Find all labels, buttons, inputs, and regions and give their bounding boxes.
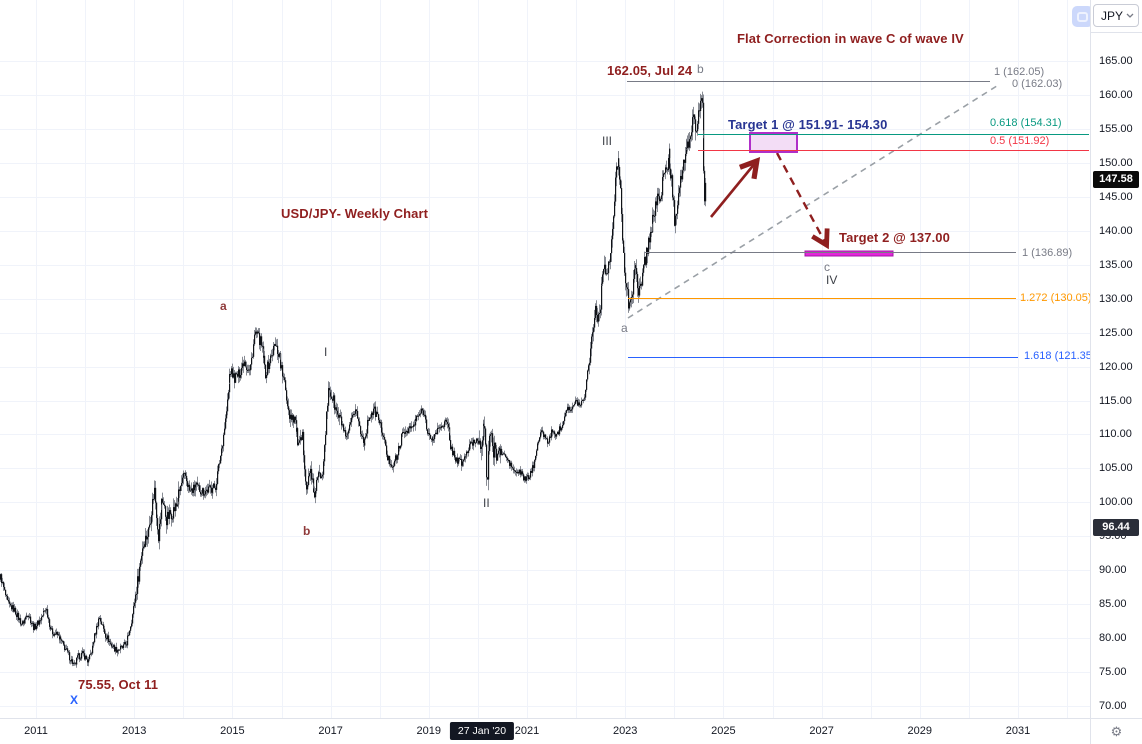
- wave-label[interactable]: a: [621, 321, 628, 335]
- fib-level-label: 1.272 (130.05): [1020, 292, 1092, 304]
- pair-label[interactable]: USD/JPY- Weekly Chart: [281, 206, 429, 221]
- currency-selector[interactable]: JPY: [1092, 4, 1139, 27]
- price-tick-label: 130.00: [1099, 292, 1133, 305]
- time-tick-label: 2015: [220, 725, 245, 737]
- wave-label[interactable]: c: [824, 260, 830, 274]
- fib-level-line[interactable]: [698, 133, 1089, 135]
- currency-label: JPY: [1100, 8, 1123, 23]
- price-tick-label: 80.00: [1099, 632, 1127, 645]
- price-tick-label: 110.00: [1099, 428, 1132, 441]
- target1-label[interactable]: Target 1 @ 151.91- 154.30: [728, 117, 888, 132]
- fib-level-label: 0 (162.03): [1012, 78, 1063, 90]
- price-tick-label: 135.00: [1099, 258, 1133, 271]
- secondary-price-badge: 96.44: [1093, 518, 1139, 536]
- title[interactable]: Flat Correction in wave C of wave IV: [737, 31, 964, 46]
- price-tick-label: 90.00: [1099, 564, 1127, 577]
- fib-level-line[interactable]: [627, 81, 990, 83]
- date-badge: 27 Jan '20: [449, 722, 515, 740]
- fib-level-label: 1.618 (121.35): [1024, 350, 1096, 362]
- time-tick-label: 2027: [809, 725, 834, 737]
- wave-label[interactable]: III: [602, 134, 613, 148]
- fib-level-label: 0.618 (154.31): [990, 117, 1062, 129]
- time-tick-label: 2031: [1005, 725, 1031, 737]
- wave-label[interactable]: IV: [826, 273, 838, 287]
- price-tick-label: 70.00: [1099, 700, 1127, 713]
- time-tick-label: 2029: [907, 725, 933, 737]
- time-axis[interactable]: 2011 2013 2015 2017 2019 2021 2023 2025 2027 2029…: [0, 718, 1090, 744]
- time-tick-label: 2013: [121, 725, 147, 737]
- axis-divider: [1091, 32, 1142, 33]
- wave-label[interactable]: II: [483, 496, 490, 510]
- price-tick-label: 160.00: [1099, 88, 1133, 101]
- high-label[interactable]: 162.05, Jul 24: [607, 63, 693, 78]
- wave-label[interactable]: b: [697, 62, 704, 76]
- axis-corner: ⚙: [1090, 718, 1142, 744]
- time-tick-label: 2011: [24, 725, 48, 737]
- chevron-down-icon: [1126, 13, 1134, 18]
- time-tick-label: 2023: [612, 725, 638, 737]
- fib-level-label: 0.5 (151.92): [990, 135, 1050, 147]
- last-price-badge: 147.58: [1093, 171, 1139, 189]
- camera-glyph: [1077, 11, 1088, 22]
- price-tick-label: 120.00: [1099, 360, 1133, 373]
- fib-level-line[interactable]: [628, 357, 1018, 359]
- camera-icon[interactable]: [1072, 6, 1093, 27]
- wave-label[interactable]: X: [70, 693, 79, 707]
- chart-pane[interactable]: 1 (162.05) 0 (162.03) 0.618 (154.31) 0.5 (1…: [0, 0, 1096, 718]
- price-tick-label: 100.00: [1099, 496, 1133, 509]
- wave-label[interactable]: I: [324, 345, 328, 359]
- price-tick-label: 125.00: [1099, 326, 1133, 339]
- settings-gear-icon[interactable]: ⚙: [1110, 724, 1123, 739]
- wave-label[interactable]: b: [303, 524, 311, 538]
- time-tick-label: 2017: [318, 725, 343, 737]
- fib-level-label: 1 (136.89): [1022, 247, 1073, 259]
- annotation-layer: 1 (162.05) 0 (162.03) 0.618 (154.31) 0.5 (1…: [70, 31, 1096, 707]
- price-tick-label: 75.00: [1099, 666, 1127, 679]
- price-tick-label: 115.00: [1099, 394, 1132, 407]
- wave-label[interactable]: a: [220, 299, 227, 313]
- price-tick-label: 150.00: [1099, 156, 1133, 169]
- price-axis[interactable]: JPY 165.00 160.00 155.00 150.00 145.00 140.00…: [1090, 0, 1142, 718]
- time-tick-label: 2019: [416, 725, 442, 737]
- time-tick-label: 2021: [514, 725, 540, 737]
- price-tick-label: 165.00: [1099, 55, 1133, 67]
- fib-level-label: 1 (162.05): [994, 66, 1045, 78]
- fib-level-line[interactable]: [645, 251, 1016, 253]
- price-tick-label: 155.00: [1099, 122, 1133, 135]
- price-tick-label: 105.00: [1099, 462, 1133, 475]
- fib-level-line[interactable]: [628, 298, 1016, 300]
- time-tick-label: 2025: [711, 725, 736, 737]
- target2-label[interactable]: Target 2 @ 137.00: [839, 230, 950, 245]
- fib-level-line[interactable]: [698, 149, 1089, 151]
- price-tick-label: 85.00: [1099, 598, 1127, 611]
- price-tick-label: 140.00: [1099, 224, 1133, 237]
- price-tick-label: 145.00: [1099, 190, 1133, 203]
- low-label[interactable]: 75.55, Oct 11: [78, 677, 159, 692]
